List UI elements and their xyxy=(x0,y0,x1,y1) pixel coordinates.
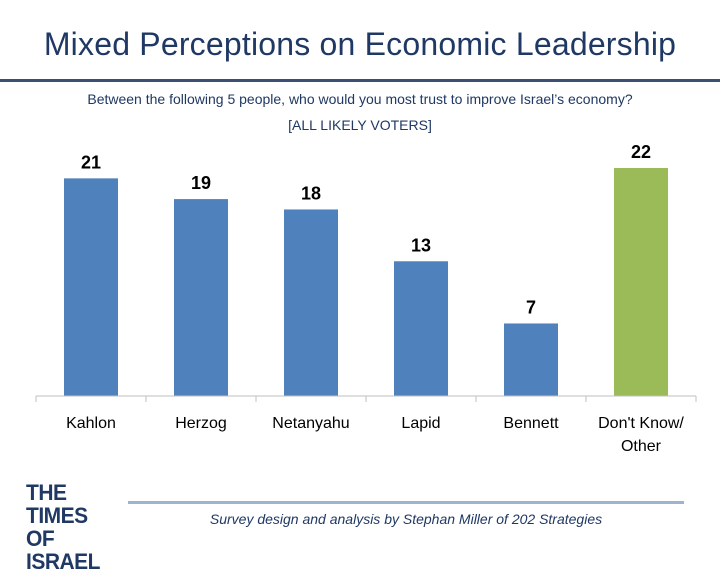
value-labels: 21 19 18 13 7 22 xyxy=(81,142,651,317)
value-label: 18 xyxy=(301,183,321,203)
value-label: 21 xyxy=(81,152,101,172)
category-labels: Kahlon Herzog Netanyahu Lapid Bennett Don't K… xyxy=(66,415,684,455)
footer-divider xyxy=(128,501,684,504)
logo-line-2: OF ISRAEL xyxy=(26,527,101,574)
category-label: Kahlon xyxy=(66,415,116,432)
logo-line-1: THE TIMES xyxy=(26,480,88,529)
bar-don xyxy=(614,168,668,396)
bar-chart: Kahlon Herzog Netanyahu Lapid Bennett Don't K… xyxy=(35,142,697,455)
category-label: Netanyahu xyxy=(272,415,349,432)
category-label: Don't Know/Other xyxy=(598,415,684,455)
bar-bennett xyxy=(504,323,558,396)
value-label: 13 xyxy=(411,235,431,255)
bar-herzog xyxy=(174,199,228,396)
footer-credit: Survey design and analysis by Stephan Mi… xyxy=(209,511,603,527)
category-label: Herzog xyxy=(175,415,227,432)
title-divider xyxy=(0,79,720,82)
bars-group xyxy=(64,168,668,396)
value-label: 7 xyxy=(526,297,536,317)
value-label: 19 xyxy=(191,173,211,193)
bar-lapid xyxy=(394,261,448,396)
times-of-israel-logo: THE TIMES OF ISRAEL xyxy=(26,480,126,574)
chart-subtitle-audience: [ALL LIKELY VOTERS] xyxy=(288,117,432,133)
bar-kahlon xyxy=(64,178,118,396)
chart-title: Mixed Perceptions on Economic Leadership xyxy=(43,26,677,62)
category-label: Lapid xyxy=(401,415,440,432)
chart-subtitle: Between the following 5 people, who woul… xyxy=(87,91,633,107)
value-label: 22 xyxy=(631,142,651,162)
x-axis-ticks xyxy=(35,396,697,402)
category-label: Bennett xyxy=(503,415,559,432)
bar-netanyahu xyxy=(284,209,338,396)
